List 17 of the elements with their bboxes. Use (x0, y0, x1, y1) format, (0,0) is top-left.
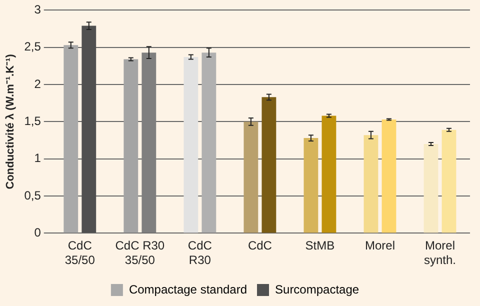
y-tick-label: 0,5 (24, 188, 42, 202)
x-tick-label: CdC R30 (188, 238, 212, 268)
x-tick-label: Morel synth. (424, 238, 456, 268)
x-tick-label: CdC R30 35/50 (115, 238, 165, 268)
x-tick-label: CdC 35/50 (64, 238, 96, 268)
y-tick-label: 2 (34, 76, 42, 91)
y-axis-title: Conductivité λ (W.m⁻¹.K⁻¹) (4, 54, 17, 190)
x-tick-label: CdC (248, 238, 272, 253)
y-tick-label: 2,5 (24, 40, 42, 54)
x-tick-label: StMB (305, 238, 335, 253)
legend-label: Surcompactage (275, 282, 360, 296)
y-tick-label: 0 (34, 226, 42, 240)
y-tick-label: 1,5 (24, 114, 42, 128)
legend-label: Compactage standard (128, 282, 248, 296)
x-tick-label: Morel (364, 238, 395, 253)
y-tick-label: 1 (34, 151, 42, 166)
y-tick-label: 3 (34, 2, 42, 17)
